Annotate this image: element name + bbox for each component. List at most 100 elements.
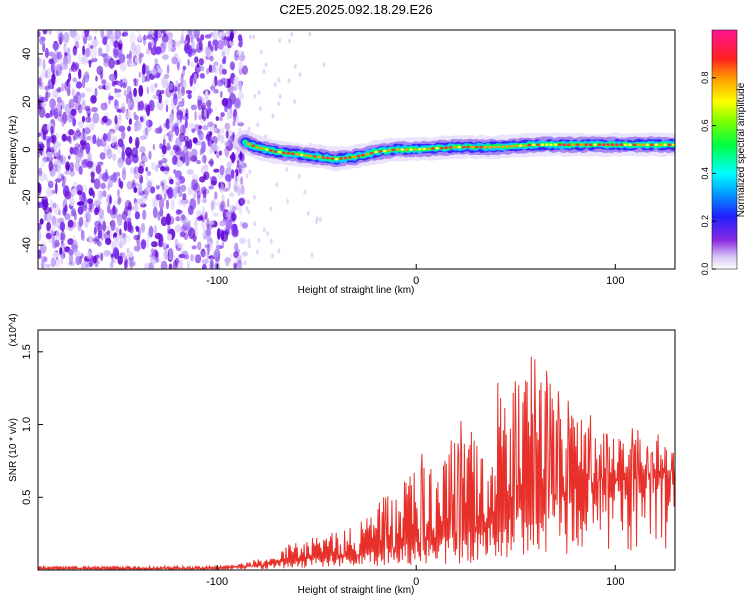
ridge-peak: [531, 143, 536, 147]
noise-speck: [38, 167, 43, 177]
noise-speck: [217, 39, 224, 50]
noise-speck: [241, 222, 248, 229]
noise-speck: [54, 78, 59, 85]
noise-speck: [82, 56, 85, 62]
noise-speck: [224, 122, 231, 130]
noise-speck: [227, 84, 234, 94]
noise-speck: [180, 214, 186, 221]
noise-speck: [253, 194, 256, 200]
noise-speck: [117, 216, 123, 227]
noise-speck: [121, 149, 125, 161]
noise-speck: [129, 50, 132, 61]
noise-speck: [208, 160, 214, 165]
noise-speck: [210, 85, 216, 91]
snr-plot-area: [38, 330, 675, 570]
noise-speck: [44, 85, 51, 91]
noise-speck: [146, 104, 151, 117]
noise-speck: [138, 53, 142, 64]
noise-speck: [185, 90, 193, 94]
noise-speck: [176, 61, 180, 71]
noise-speck: [83, 35, 87, 45]
noise-speck: [161, 145, 167, 155]
noise-speck: [219, 183, 225, 193]
ridge-peak: [435, 146, 440, 150]
noise-speck: [98, 47, 103, 57]
ridge-peak: [352, 155, 356, 159]
x-tick-label: 100: [606, 576, 624, 588]
ridge-peak: [431, 147, 435, 150]
ridge-peak: [356, 154, 361, 158]
noise-speck: [139, 161, 145, 169]
noise-speck: [189, 75, 193, 87]
noise-speck: [213, 127, 220, 134]
noise-speck: [92, 30, 99, 34]
noise-speck: [182, 79, 187, 89]
noise-speck: [162, 54, 169, 60]
noise-speck: [92, 190, 95, 199]
noise-speck: [165, 104, 169, 113]
noise-speck: [90, 171, 95, 179]
noise-speck: [84, 47, 91, 58]
noise-speck: [164, 249, 168, 260]
noise-speck: [160, 190, 165, 195]
noise-speck: [71, 188, 78, 196]
noise-speck: [61, 181, 66, 188]
noise-speck: [180, 76, 183, 83]
noise-speck: [204, 34, 212, 39]
ridge-peak: [505, 145, 510, 148]
noise-speck: [209, 64, 216, 73]
noise-speck: [121, 169, 127, 181]
noise-speck: [39, 36, 45, 45]
noise-speck: [196, 42, 202, 54]
noise-speck: [57, 32, 65, 44]
noise-speck: [45, 232, 53, 240]
noise-speck: [223, 39, 229, 48]
noise-speck: [201, 258, 209, 264]
noise-speck: [188, 122, 196, 130]
noise-speck: [188, 138, 193, 150]
noise-speck: [40, 255, 46, 262]
noise-speck: [164, 99, 169, 106]
noise-speck: [225, 167, 233, 177]
noise-speck: [60, 174, 65, 182]
noise-speck: [110, 262, 114, 268]
noise-speck: [150, 248, 155, 255]
noise-speck: [166, 233, 172, 241]
noise-speck: [42, 30, 49, 34]
noise-speck: [271, 253, 274, 259]
noise-speck: [218, 150, 223, 156]
noise-speck: [202, 263, 207, 269]
noise-speck: [100, 252, 104, 261]
ridge-peak: [610, 143, 615, 146]
noise-speck: [191, 40, 196, 50]
noise-speck: [241, 65, 248, 75]
ridge-peak: [623, 143, 628, 146]
ridge-peak: [400, 148, 405, 151]
noise-speck: [178, 190, 183, 198]
noise-speck: [157, 30, 163, 39]
noise-speck: [198, 125, 202, 130]
noise-speck: [44, 47, 49, 59]
noise-speck: [40, 159, 46, 168]
noise-speck: [81, 56, 89, 65]
noise-speck: [160, 180, 164, 187]
noise-speck: [247, 209, 251, 215]
ridge-peak: [479, 145, 483, 149]
noise-speck: [151, 68, 158, 76]
noise-speck: [142, 209, 147, 220]
noise-speck: [59, 221, 66, 232]
noise-speck: [288, 38, 292, 44]
noise-speck: [187, 93, 192, 100]
noise-speck: [225, 47, 230, 56]
noise-speck: [193, 182, 201, 194]
noise-speck: [237, 42, 243, 48]
noise-speck: [137, 33, 143, 43]
y-tick-label: 1.5: [21, 344, 33, 359]
ridge-peak: [286, 152, 291, 155]
noise-speck: [41, 69, 47, 79]
ridge-peak: [619, 143, 624, 146]
noise-speck: [48, 183, 53, 188]
noise-speck: [213, 212, 219, 217]
noise-speck: [113, 40, 119, 48]
noise-speck: [50, 62, 56, 74]
